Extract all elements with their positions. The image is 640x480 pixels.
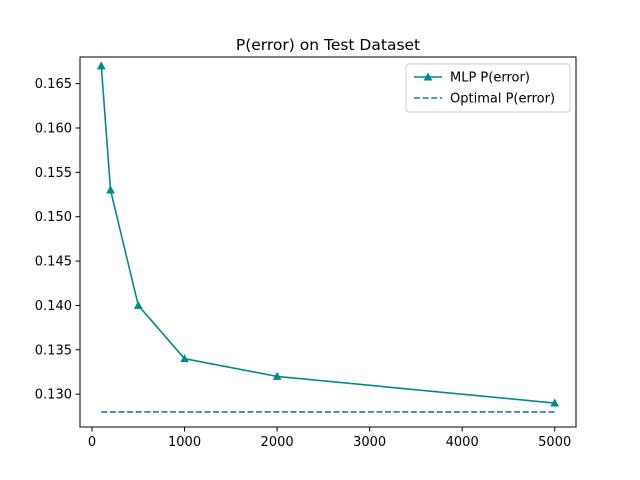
chart-title: P(error) on Test Dataset bbox=[236, 36, 420, 54]
series-layer bbox=[96, 61, 560, 413]
y-tick-label: 0.150 bbox=[35, 210, 72, 225]
data-point bbox=[133, 300, 143, 309]
y-tick-label: 0.165 bbox=[35, 77, 72, 92]
x-tick-label: 3000 bbox=[353, 435, 386, 450]
data-point bbox=[106, 185, 115, 194]
legend-label-0: MLP P(error) bbox=[450, 71, 530, 86]
legend: MLP P(error) Optimal P(error) bbox=[405, 63, 571, 113]
series-line-0 bbox=[100, 65, 555, 404]
data-point bbox=[550, 398, 560, 407]
y-tick-label: 0.145 bbox=[35, 255, 72, 270]
x-tick-label: 0 bbox=[88, 435, 96, 450]
x-axis: 0 1000 2000 3000 4000 5000 bbox=[88, 427, 571, 450]
y-tick-label: 0.130 bbox=[35, 388, 72, 403]
plot-frame bbox=[79, 56, 577, 428]
y-tick-label: 0.160 bbox=[35, 121, 72, 136]
data-point bbox=[96, 61, 106, 70]
legend-label-1: Optimal P(error) bbox=[450, 92, 555, 107]
x-tick-label: 4000 bbox=[446, 435, 479, 450]
x-tick-label: 1000 bbox=[168, 435, 201, 450]
y-tick-label: 0.155 bbox=[35, 166, 72, 181]
y-axis: 0.130 0.135 0.140 0.145 0.150 0.155 0.160 0.165 bbox=[35, 77, 80, 403]
data-point bbox=[180, 354, 189, 363]
x-tick-label: 5000 bbox=[538, 435, 571, 450]
legend-marker bbox=[423, 72, 433, 81]
data-point bbox=[272, 371, 282, 380]
y-tick-label: 0.140 bbox=[35, 299, 72, 314]
legend-box bbox=[405, 63, 571, 113]
y-tick-label: 0.135 bbox=[35, 343, 72, 358]
x-tick-label: 2000 bbox=[261, 435, 294, 450]
